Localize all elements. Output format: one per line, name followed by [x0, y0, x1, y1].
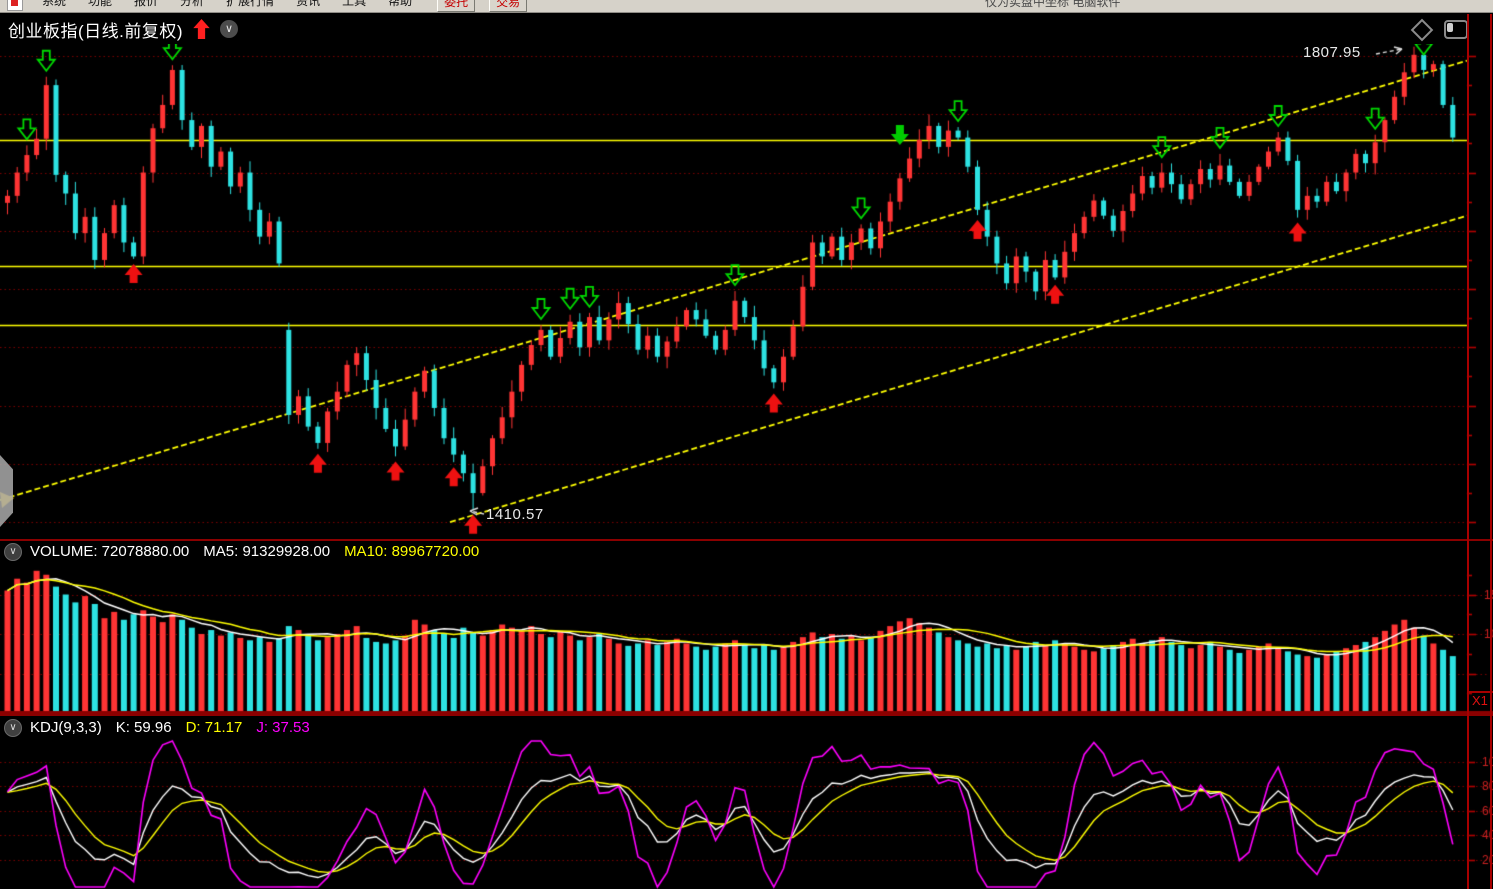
volume-value: VOLUME: 72078880.00 — [30, 543, 190, 560]
kdj-header: ∨ KDJ(9,3,3) K: 59.96 D: 71.17 J: 37.53 — [0, 717, 1460, 738]
menu-right-note: 仅为实盘中坐标 电脑软件 — [985, 0, 1121, 9]
menu-item-extended[interactable]: 扩展行情 — [226, 0, 275, 8]
menu-item-system[interactable]: 系统 — [42, 0, 67, 8]
volume-header: ∨ VOLUME: 72078880.00 MA5: 91329928.00 M… — [0, 541, 1460, 562]
chevron-down-icon[interactable]: ∨ — [220, 20, 239, 38]
menu-item-analysis[interactable]: 分析 — [180, 0, 205, 8]
high-price-annotation: 1807.95 — [1303, 44, 1361, 61]
chevron-down-icon[interactable]: ∨ — [4, 542, 22, 561]
low-price-annotation: 1410.57 — [486, 506, 544, 523]
volume-chart-canvas[interactable] — [0, 562, 1493, 713]
menu-bar: 系统 功能 报价 分析 扩展行情 资讯 工具 帮助 委托 交易 仅为实盘中坐标 … — [0, 0, 1493, 13]
menu-item-tools[interactable]: 工具 — [342, 0, 367, 8]
kdj-j-value: J: 37.53 — [256, 719, 310, 736]
volume-ma5: MA5: 91329928.00 — [203, 543, 331, 560]
kdj-name: KDJ(9,3,3) — [30, 719, 102, 736]
kdj-chart-canvas[interactable] — [0, 739, 1493, 889]
chart-title-bar: 创业板指(日线.前复权) ∨ — [0, 14, 1493, 44]
menu-item-quotes[interactable]: 报价 — [134, 0, 159, 8]
panel-separator — [0, 713, 1493, 716]
axis-corner-line — [1467, 691, 1493, 693]
panel-toggle-icon[interactable] — [1444, 20, 1468, 39]
app-logo-icon — [7, 0, 23, 11]
right-edge-line — [1490, 14, 1492, 889]
trade-button[interactable]: 交易 — [489, 0, 528, 12]
chevron-down-icon[interactable]: ∨ — [4, 718, 22, 737]
right-axis-line — [1467, 14, 1469, 889]
zoom-state-label: X1 — [1472, 693, 1488, 708]
trend-up-arrow-icon — [193, 19, 210, 39]
menu-item-help[interactable]: 帮助 — [388, 0, 413, 8]
volume-ma10: MA10: 89967720.00 — [344, 543, 480, 560]
sidebar-collapse-handle[interactable] — [0, 455, 13, 527]
order-button[interactable]: 委托 — [437, 0, 476, 12]
kdj-k-value: K: 59.96 — [115, 719, 172, 736]
menu-item-news[interactable]: 资讯 — [296, 0, 321, 8]
symbol-title: 创业板指(日线.前复权) — [8, 21, 184, 41]
kdj-d-value: D: 71.17 — [185, 719, 243, 736]
panel-separator — [0, 539, 1493, 541]
menu-item-function[interactable]: 功能 — [88, 0, 113, 8]
main-price-chart-canvas[interactable] — [0, 44, 1493, 539]
